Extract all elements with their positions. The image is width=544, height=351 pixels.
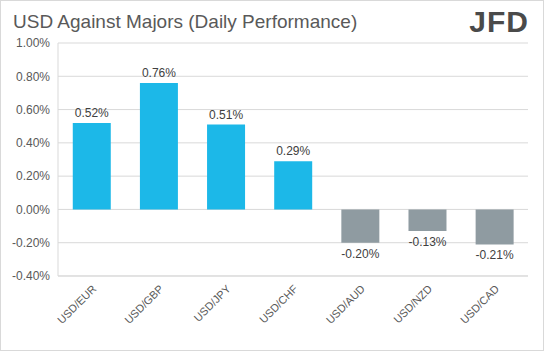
svg-text:USD/NZD: USD/NZD [391,282,434,325]
svg-text:USD/AUD: USD/AUD [324,282,368,326]
svg-text:USD/CAD: USD/CAD [458,282,502,326]
svg-text:0.29%: 0.29% [276,144,310,158]
svg-text:-0.20%: -0.20% [12,236,50,250]
svg-text:0.60%: 0.60% [16,103,50,117]
svg-text:0.76%: 0.76% [142,66,176,80]
svg-text:0.00%: 0.00% [16,203,50,217]
svg-text:0.52%: 0.52% [75,106,109,120]
svg-text:USD/CHF: USD/CHF [257,282,300,325]
svg-text:-0.40%: -0.40% [12,269,50,283]
html-text:JFD: JFD [469,5,529,38]
svg-text:USD/GBP: USD/GBP [122,282,165,325]
svg-text:-0.21%: -0.21% [476,248,514,262]
svg-text:0.80%: 0.80% [16,70,50,84]
html-text:USD Against Majors (Daily Perf: USD Against Majors (Daily Performance) [13,11,358,32]
svg-text:-0.20%: -0.20% [341,247,379,261]
svg-text:-0.13%: -0.13% [408,235,446,249]
svg-text:USD/JPY: USD/JPY [191,282,233,324]
svg-text:1.00%: 1.00% [16,36,50,50]
svg-text:USD/EUR: USD/EUR [55,282,99,326]
svg-text:0.40%: 0.40% [16,136,50,150]
svg-text:0.51%: 0.51% [209,108,243,122]
svg-text:0.20%: 0.20% [16,169,50,183]
